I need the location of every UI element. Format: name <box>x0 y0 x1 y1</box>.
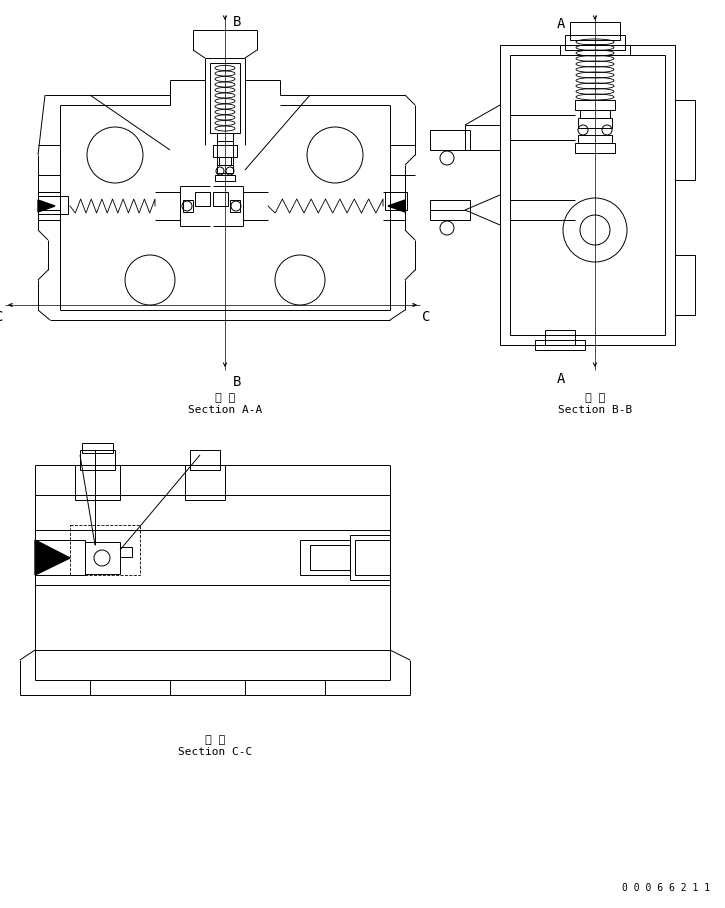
Bar <box>300 540 350 575</box>
Bar <box>217 165 233 173</box>
Bar <box>578 118 612 128</box>
Bar <box>570 22 620 40</box>
Bar <box>310 545 350 570</box>
Bar <box>38 196 68 214</box>
Text: B: B <box>233 375 241 389</box>
Bar <box>82 443 113 453</box>
Bar <box>580 110 610 118</box>
Bar <box>675 100 695 180</box>
Bar <box>560 45 630 55</box>
Text: C: C <box>0 310 3 324</box>
Text: Section C-C: Section C-C <box>178 747 252 757</box>
Bar <box>190 450 220 470</box>
Bar <box>195 192 210 206</box>
Bar <box>183 200 193 212</box>
Polygon shape <box>388 200 405 212</box>
Bar <box>185 465 225 500</box>
Bar <box>210 63 240 133</box>
Bar <box>578 135 612 143</box>
Bar <box>510 55 665 335</box>
Bar <box>213 192 228 206</box>
Bar <box>575 100 615 110</box>
Bar <box>38 192 60 210</box>
Bar <box>355 540 390 575</box>
Bar <box>385 192 407 210</box>
Bar <box>219 157 231 165</box>
Bar <box>90 680 170 695</box>
Bar <box>85 542 120 574</box>
Text: 断 面: 断 面 <box>205 735 225 745</box>
Text: A: A <box>557 17 565 31</box>
Bar <box>675 255 695 315</box>
Bar <box>575 143 615 153</box>
Text: Section B-B: Section B-B <box>558 405 632 415</box>
Bar <box>230 200 240 212</box>
Text: 断 面: 断 面 <box>585 393 605 403</box>
Text: B: B <box>233 15 241 29</box>
Text: 0 0 0 6 6 2 1 1: 0 0 0 6 6 2 1 1 <box>622 883 710 893</box>
Bar <box>430 130 470 150</box>
Bar <box>35 495 390 650</box>
Bar <box>120 547 132 557</box>
Bar <box>217 133 233 141</box>
Bar <box>535 340 585 350</box>
Text: C: C <box>422 310 431 324</box>
Bar <box>245 680 325 695</box>
Bar <box>500 45 675 345</box>
Text: A: A <box>557 372 565 386</box>
Bar <box>545 330 575 345</box>
Bar <box>430 200 470 220</box>
Polygon shape <box>38 200 55 212</box>
Bar <box>215 175 235 181</box>
Bar <box>70 525 140 575</box>
Bar <box>80 450 115 470</box>
Bar <box>35 540 85 575</box>
Bar <box>213 145 237 157</box>
Text: Section A-A: Section A-A <box>188 405 262 415</box>
Polygon shape <box>35 540 70 575</box>
Bar <box>565 35 625 50</box>
Bar <box>35 530 390 585</box>
Bar <box>350 535 390 580</box>
Text: 断 面: 断 面 <box>215 393 235 403</box>
Bar <box>75 465 120 500</box>
